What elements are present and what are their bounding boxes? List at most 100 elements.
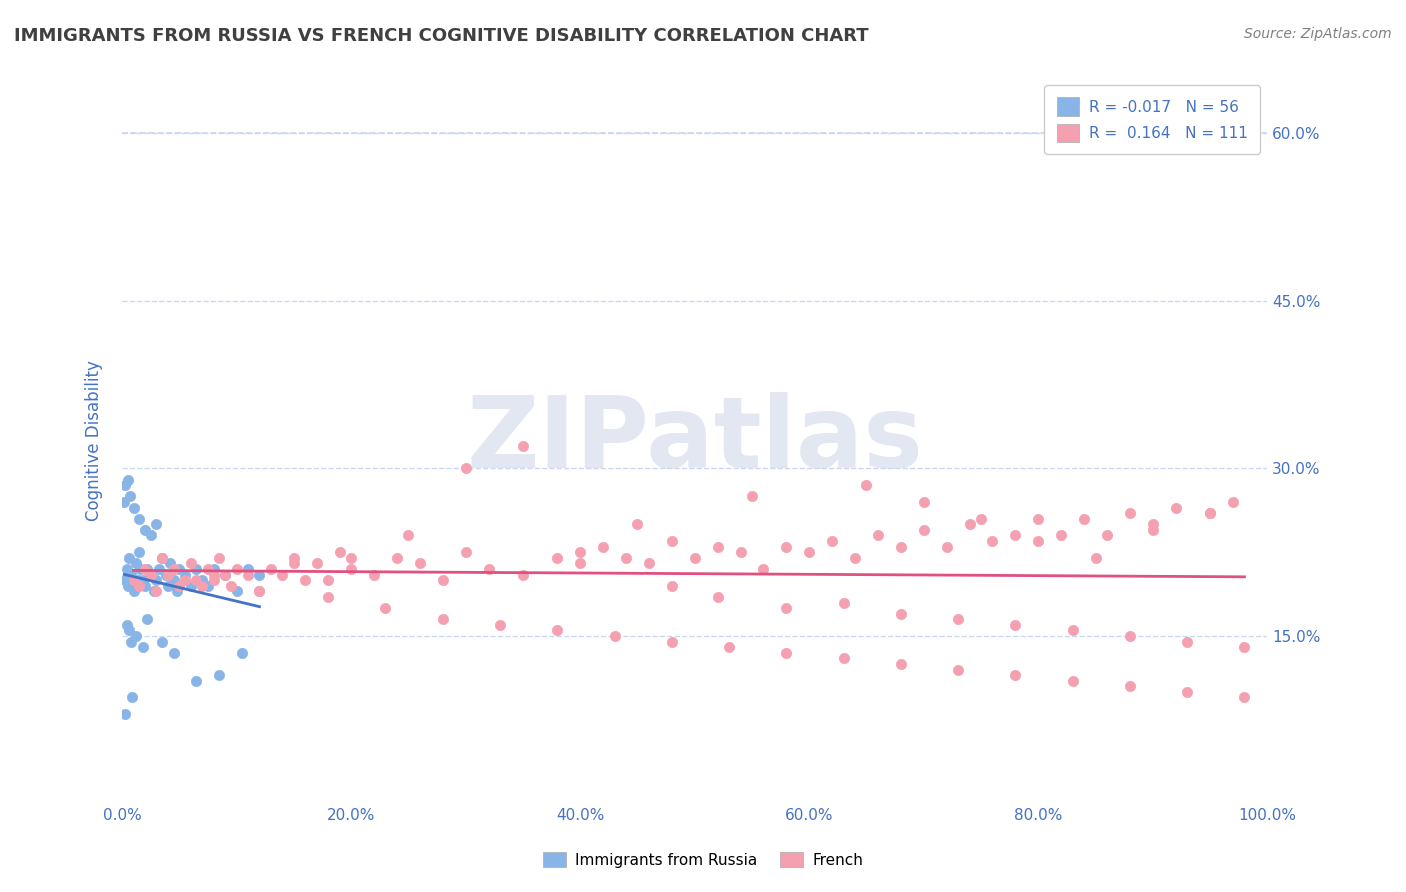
Point [1175, 685, 1198, 699]
Point [249, 584, 271, 599]
Point [1062, 624, 1084, 638]
Point [236, 562, 259, 576]
Point [159, 557, 181, 571]
Point [855, 478, 877, 492]
Point [775, 646, 797, 660]
Point [1233, 690, 1256, 705]
Point [225, 562, 247, 576]
Point [592, 540, 614, 554]
Point [155, 567, 177, 582]
Point [197, 562, 219, 576]
Point [180, 557, 202, 571]
Point [409, 557, 432, 571]
Point [844, 550, 866, 565]
Point [1084, 550, 1107, 565]
Point [866, 528, 889, 542]
Point [145, 573, 167, 587]
Point [329, 545, 352, 559]
Point [122, 573, 145, 587]
Point [832, 595, 855, 609]
Point [614, 550, 637, 565]
Point [150, 634, 173, 648]
Point [122, 500, 145, 515]
Point [156, 567, 179, 582]
Point [118, 550, 141, 565]
Point [128, 579, 150, 593]
Point [890, 607, 912, 621]
Point [169, 562, 191, 576]
Point [156, 579, 179, 593]
Point [131, 640, 153, 655]
Point [1142, 523, 1164, 537]
Point [316, 590, 339, 604]
Point [249, 584, 271, 599]
Point [114, 478, 136, 492]
Point [512, 567, 534, 582]
Point [162, 646, 184, 660]
Point [512, 439, 534, 453]
Point [1026, 534, 1049, 549]
Point [186, 573, 208, 587]
Point [143, 584, 166, 599]
Point [202, 573, 225, 587]
Point [186, 562, 208, 576]
Point [305, 557, 328, 571]
Point [432, 612, 454, 626]
Point [741, 489, 763, 503]
Point [1233, 640, 1256, 655]
Point [396, 528, 419, 542]
Point [890, 657, 912, 671]
Point [890, 540, 912, 554]
Point [1095, 528, 1118, 542]
Point [219, 579, 242, 593]
Point [832, 651, 855, 665]
Point [683, 550, 706, 565]
Point [214, 567, 236, 582]
Point [129, 562, 152, 576]
Point [283, 557, 305, 571]
Point [374, 601, 396, 615]
Point [661, 534, 683, 549]
Point [134, 523, 156, 537]
Point [118, 624, 141, 638]
Point [432, 573, 454, 587]
Point [127, 573, 149, 587]
Point [1062, 673, 1084, 688]
Point [340, 562, 363, 576]
Point [935, 540, 957, 554]
Point [186, 673, 208, 688]
Point [569, 557, 592, 571]
Point [316, 573, 339, 587]
Point [546, 624, 568, 638]
Point [1222, 495, 1244, 509]
Point [1073, 512, 1095, 526]
Point [752, 562, 775, 576]
Point [294, 573, 316, 587]
Y-axis label: Cognitive Disability: Cognitive Disability [86, 360, 103, 521]
Point [912, 523, 935, 537]
Point [139, 567, 162, 582]
Point [1004, 618, 1026, 632]
Point [477, 562, 499, 576]
Point [112, 495, 135, 509]
Point [202, 567, 225, 582]
Point [162, 562, 184, 576]
Point [114, 573, 136, 587]
Point [191, 573, 214, 587]
Point [912, 495, 935, 509]
Point [946, 663, 969, 677]
Point [454, 461, 477, 475]
Point [260, 562, 283, 576]
Point [145, 584, 167, 599]
Point [145, 517, 167, 532]
Point [128, 512, 150, 526]
Point [340, 550, 363, 565]
Point [208, 668, 231, 682]
Point [150, 550, 173, 565]
Point [981, 534, 1004, 549]
Point [202, 562, 225, 576]
Point [121, 690, 143, 705]
Point [169, 579, 191, 593]
Point [134, 579, 156, 593]
Point [174, 567, 197, 582]
